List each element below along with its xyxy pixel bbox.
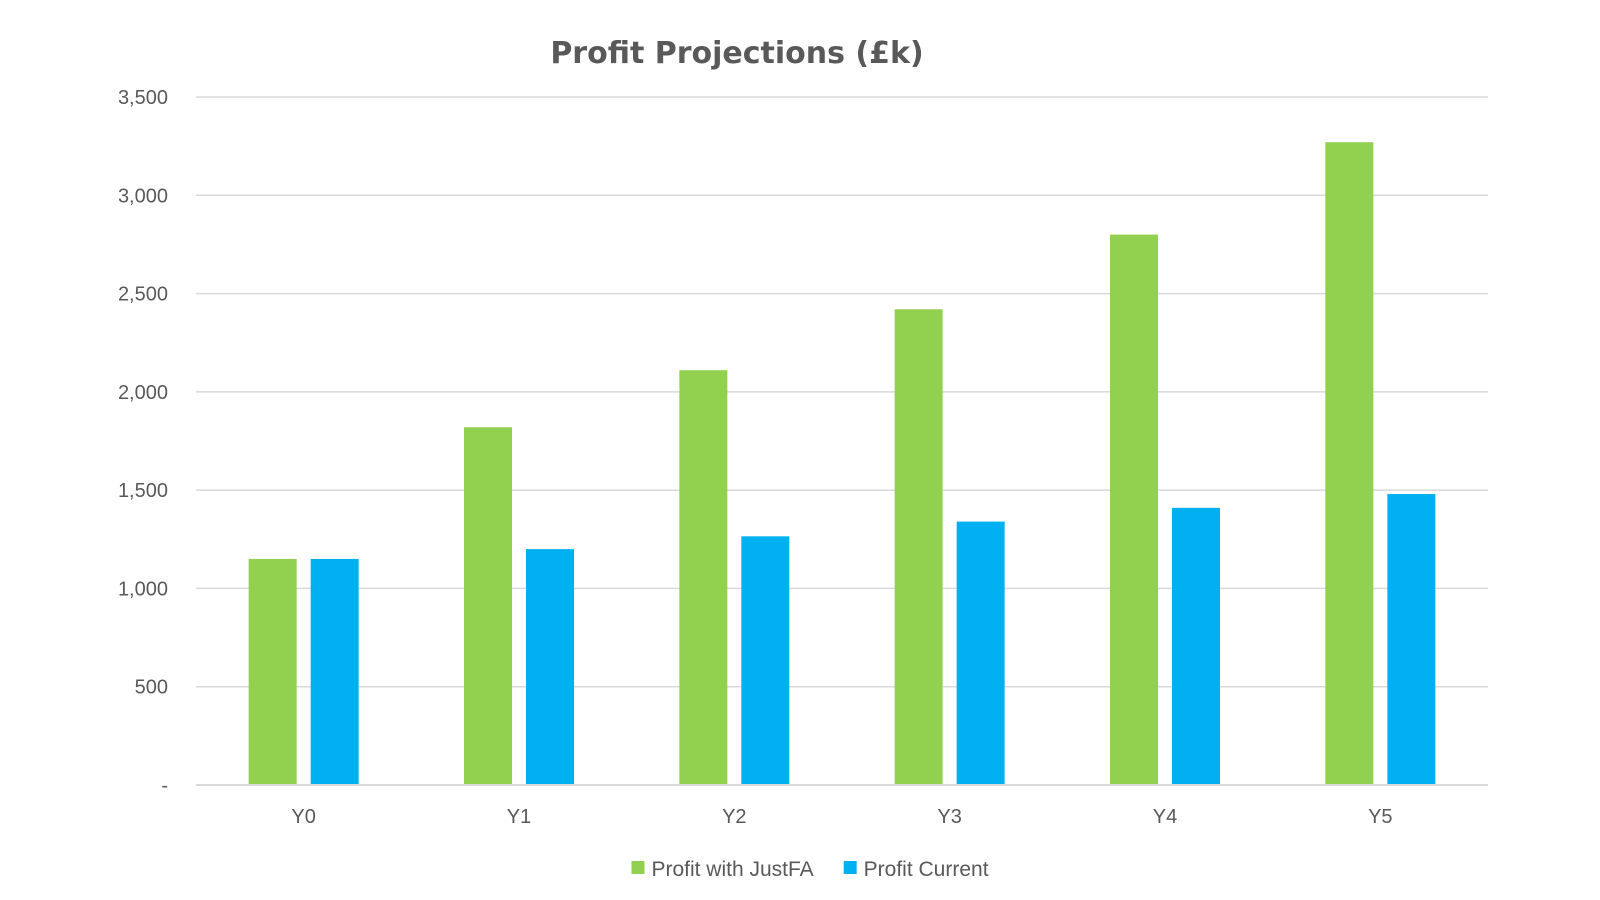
y-tick-label: 500 bbox=[135, 677, 168, 699]
x-tick-label: Y4 bbox=[1153, 806, 1177, 828]
bar-y1-series-2 bbox=[526, 549, 574, 785]
legend-item-2: Profit Current bbox=[843, 858, 989, 881]
bar-y0-series-2 bbox=[310, 558, 359, 785]
bar-y0-series-1 bbox=[248, 558, 297, 785]
y-tick-label: 1,500 bbox=[118, 480, 168, 502]
bar-y5-series-2 bbox=[1387, 494, 1436, 785]
bar-y4-series-2 bbox=[1172, 507, 1220, 785]
legend-item-1: Profit with JustFA bbox=[631, 858, 814, 881]
x-tick-label: Y5 bbox=[1368, 806, 1392, 828]
x-tick-label: Y1 bbox=[507, 806, 531, 828]
bars bbox=[248, 142, 1436, 786]
bar-y5-series-1 bbox=[1325, 142, 1374, 785]
y-tick-label: 2,500 bbox=[118, 284, 168, 306]
legend-swatch bbox=[631, 861, 645, 874]
bar-y1-series-1 bbox=[464, 427, 512, 785]
bar-y3-series-1 bbox=[894, 309, 943, 785]
bar-y2-series-2 bbox=[741, 536, 790, 785]
legend-label: Profit Current bbox=[864, 858, 989, 881]
y-tick-label: 2,000 bbox=[118, 382, 168, 404]
x-tick-label: Y3 bbox=[937, 806, 961, 828]
y-axis-tick-labels: - 500 1,000 1,500 2,000 2,500 3,000 3,500 bbox=[118, 87, 168, 797]
legend-swatch bbox=[843, 861, 857, 874]
y-tick-label: 1,000 bbox=[118, 578, 168, 600]
y-tick-label: - bbox=[161, 775, 168, 797]
y-tick-label: 3,000 bbox=[118, 185, 168, 207]
x-tick-label: Y2 bbox=[722, 806, 746, 828]
chart-title: Profit Projections (£k) bbox=[550, 36, 923, 71]
y-tick-label: 3,500 bbox=[118, 87, 168, 109]
bar-y4-series-1 bbox=[1110, 234, 1158, 786]
x-tick-label: Y0 bbox=[291, 806, 315, 828]
bar-y2-series-1 bbox=[679, 370, 728, 785]
legend-label: Profit with JustFA bbox=[651, 858, 813, 881]
x-axis-tick-labels: Y0 Y1 Y2 Y3 Y4 Y5 bbox=[291, 806, 1392, 828]
gridlines bbox=[196, 96, 1488, 688]
bar-y3-series-2 bbox=[956, 521, 1005, 785]
legend: Profit with JustFA Profit Current bbox=[631, 858, 989, 881]
